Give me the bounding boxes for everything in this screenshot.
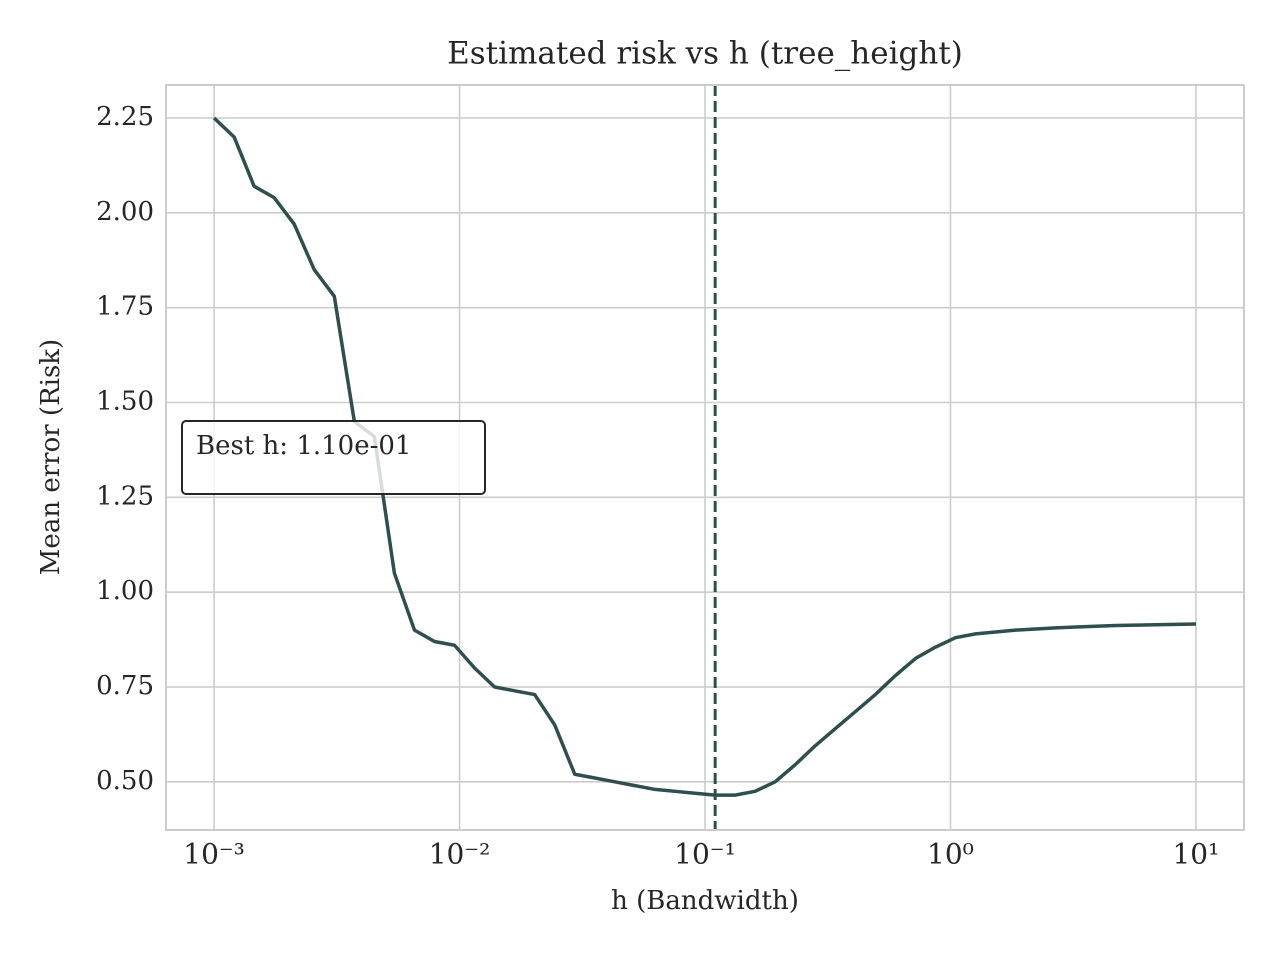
x-axis-label: h (Bandwidth) <box>611 886 799 916</box>
y-tick-label: 1.75 <box>96 292 154 322</box>
y-tick-label: 2.25 <box>96 102 154 132</box>
annotation-text: Best h: 1.10e-01 <box>196 431 411 461</box>
x-tick-label: 10⁻² <box>429 838 491 871</box>
x-tick-label: 10⁻³ <box>183 838 245 871</box>
y-axis-label: Mean error (Risk) <box>36 339 66 575</box>
plot-frame <box>165 84 1245 831</box>
y-tick-label: 1.50 <box>96 386 154 416</box>
y-tick-label: 1.25 <box>96 481 154 511</box>
annotation-frame <box>181 420 486 495</box>
y-tick-label: 2.00 <box>96 197 154 227</box>
annotation-box: Best h: 1.10e-01 <box>181 420 486 495</box>
chart-title: Estimated risk vs h (tree_height) <box>447 36 963 72</box>
y-tick-label: 1.00 <box>96 576 154 606</box>
x-tick-label: 10⁰ <box>927 838 974 871</box>
y-tick-label: 0.75 <box>96 671 154 701</box>
x-tick-label: 10¹ <box>1172 838 1219 871</box>
x-tick-label: 10⁻¹ <box>674 838 736 871</box>
y-tick-label: 0.50 <box>96 766 154 796</box>
